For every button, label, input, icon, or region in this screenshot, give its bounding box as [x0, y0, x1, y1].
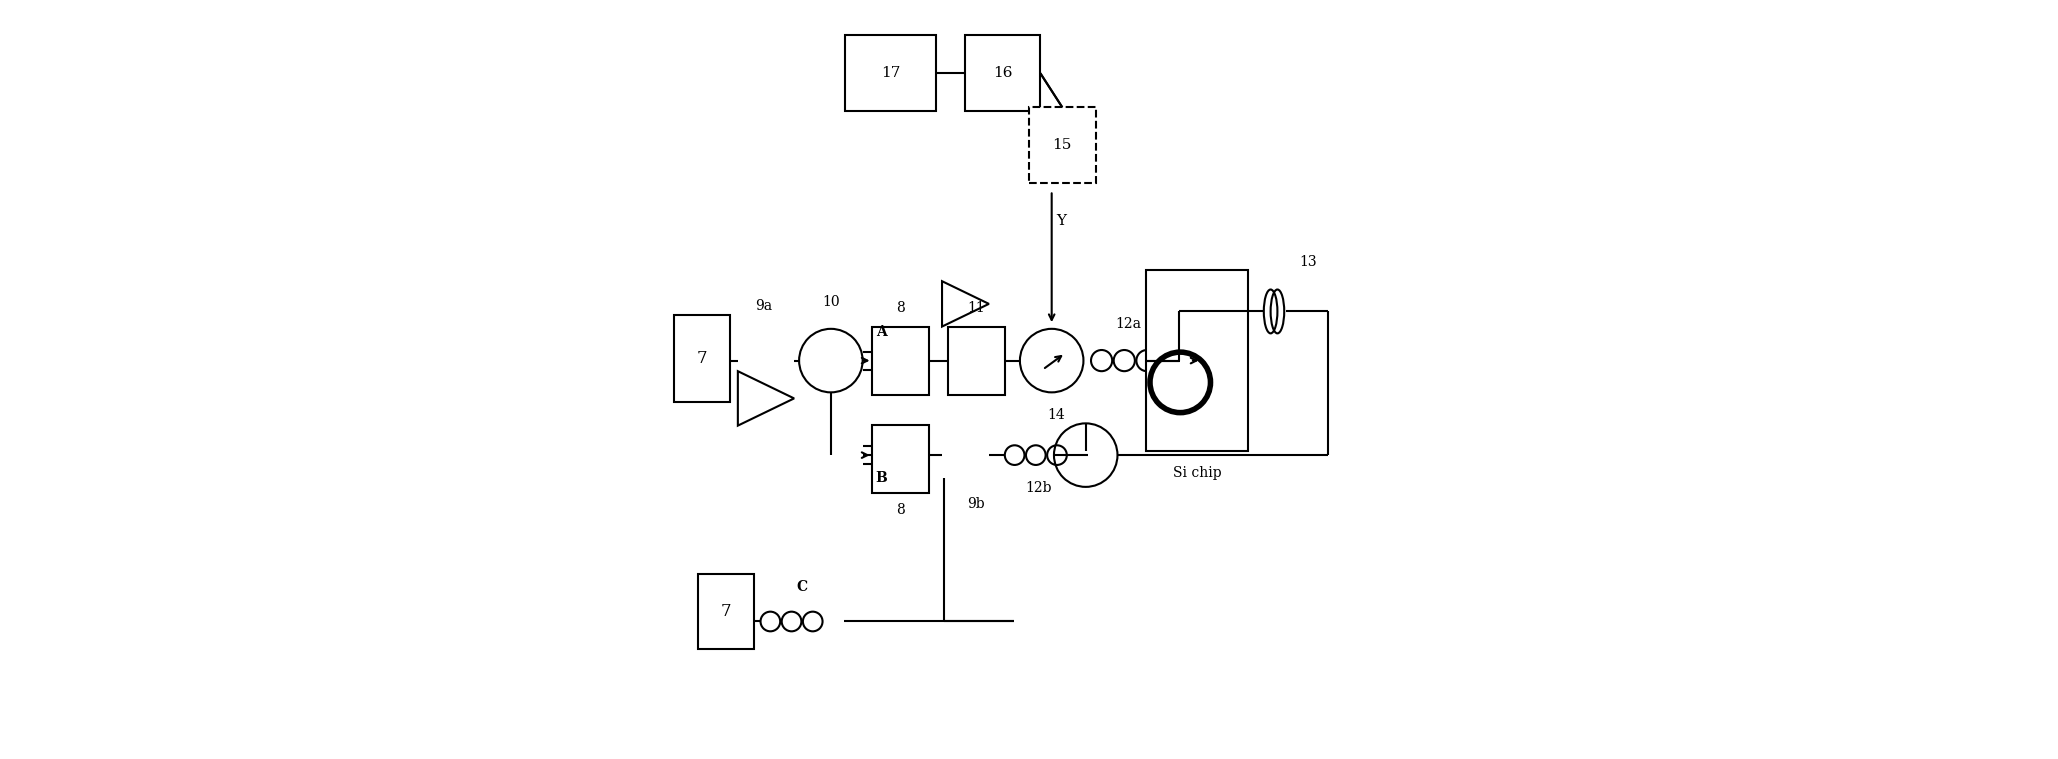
- Bar: [873, 425, 928, 493]
- Text: 8: 8: [897, 301, 906, 315]
- Text: 8: 8: [897, 502, 906, 517]
- Text: 12a: 12a: [1115, 317, 1140, 330]
- Text: 9b: 9b: [967, 497, 986, 512]
- Bar: [673, 315, 731, 402]
- Text: 12b: 12b: [1025, 480, 1052, 495]
- Bar: [873, 326, 928, 395]
- Bar: [1029, 107, 1095, 183]
- Text: A: A: [877, 325, 887, 339]
- Text: 7: 7: [696, 350, 708, 367]
- Text: 13: 13: [1299, 255, 1317, 269]
- Text: 15: 15: [1052, 138, 1072, 152]
- Text: 17: 17: [881, 66, 899, 80]
- Text: 14: 14: [1048, 408, 1066, 422]
- Text: B: B: [875, 471, 887, 485]
- Text: 9a: 9a: [755, 299, 772, 313]
- Bar: [949, 326, 1004, 395]
- Bar: [965, 36, 1041, 111]
- Text: 16: 16: [992, 66, 1013, 80]
- Text: Si chip: Si chip: [1173, 465, 1222, 480]
- Text: 7: 7: [720, 603, 731, 620]
- Bar: [1146, 270, 1249, 452]
- Text: 10: 10: [821, 295, 840, 310]
- Bar: [698, 574, 755, 650]
- Bar: [846, 36, 936, 111]
- Text: C: C: [796, 581, 807, 594]
- Text: Y: Y: [1056, 214, 1066, 228]
- Text: 11: 11: [967, 301, 986, 315]
